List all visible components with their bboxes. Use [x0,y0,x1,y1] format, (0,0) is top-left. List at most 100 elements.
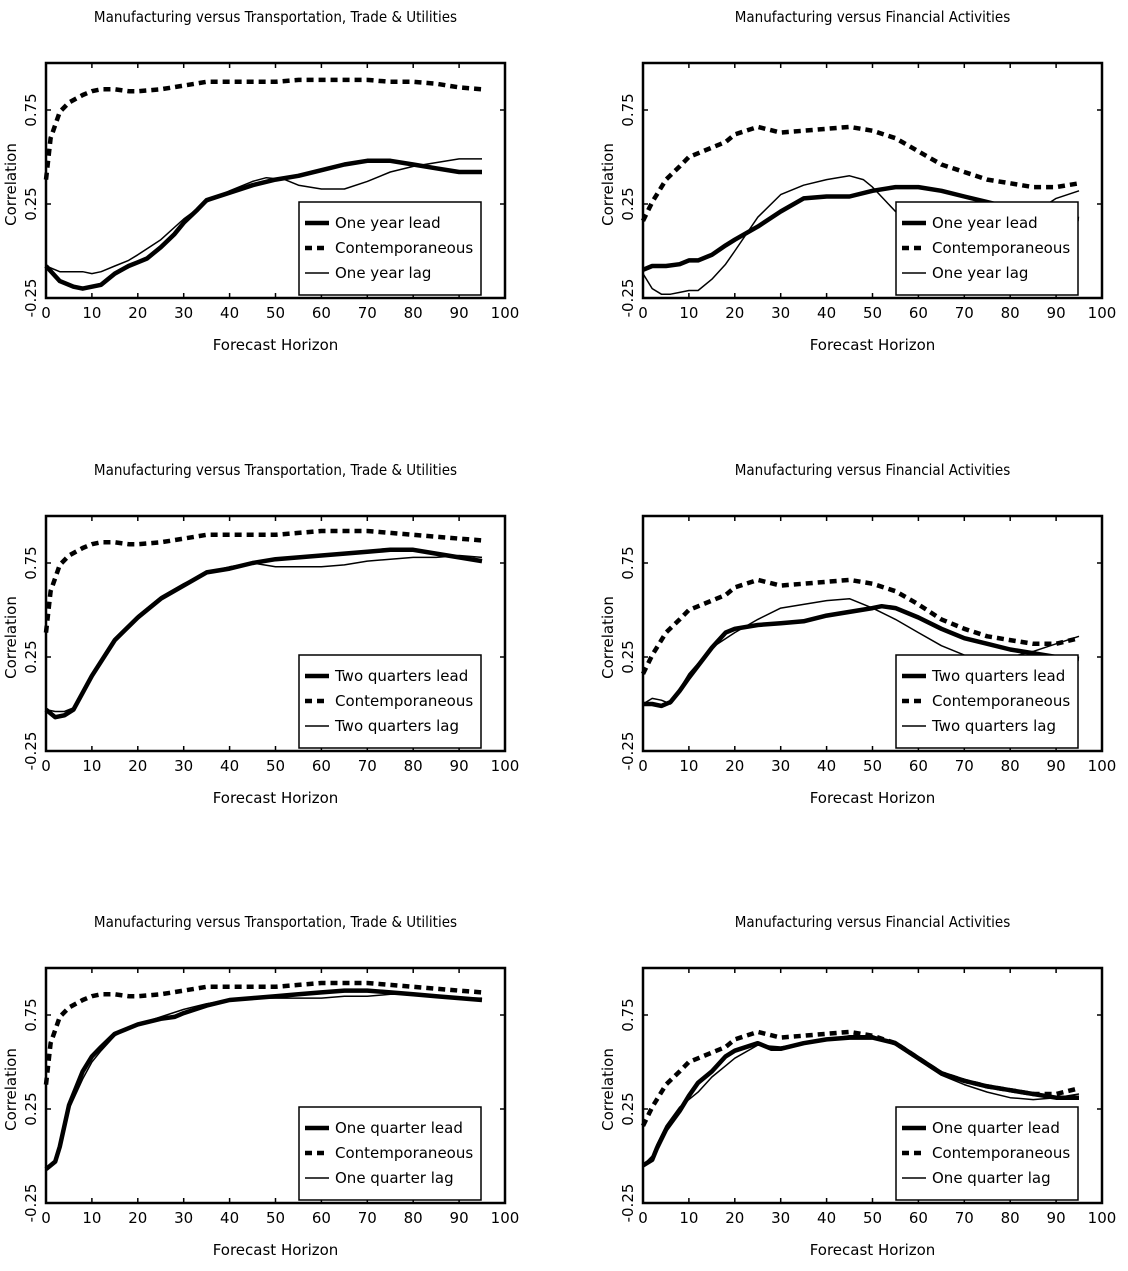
series-line-dashed [640,1029,1080,1127]
legend-label: Contemporaneous [335,1144,473,1162]
x-tick-label: 50 [266,304,285,322]
x-tick-label: 10 [82,304,101,322]
series-line-thin [45,993,482,1170]
y-axis-label: Correlation [599,596,617,679]
y-tick-label: 0.25 [22,640,40,673]
x-tick-label: 0 [638,304,648,322]
x-tick-label: 60 [909,757,928,775]
x-tick-label: 0 [638,757,648,775]
x-tick-label: 30 [771,1209,790,1227]
chart-title: Manufacturing versus Financial Activitie… [735,8,1011,26]
series-line-dashed [43,528,483,633]
x-tick-label: 30 [174,757,193,775]
x-tick-label: 0 [41,757,51,775]
x-tick-label: 70 [955,757,974,775]
x-tick-label: 40 [220,757,239,775]
x-tick-label: 70 [358,304,377,322]
x-tick-label: 100 [1088,304,1117,322]
y-tick-label: -0.25 [619,732,637,771]
y-tick-label: 0.75 [22,998,40,1031]
x-tick-label: 20 [725,1209,744,1227]
y-tick-label: -0.25 [22,279,40,318]
x-tick-label: 10 [82,757,101,775]
legend-label: Two quarters lag [334,717,459,735]
x-tick-label: 100 [1088,1209,1117,1227]
x-tick-label: 70 [358,757,377,775]
x-tick-label: 20 [128,304,147,322]
y-tick-label: 0.25 [619,640,637,673]
x-tick-label: 80 [1001,757,1020,775]
series-line-dashed [640,124,1080,222]
y-axis-label: Correlation [2,1048,20,1131]
legend-box [298,654,482,749]
legend-label: Contemporaneous [335,239,473,257]
legend-label: One year lead [335,214,441,232]
x-tick-label: 40 [220,1209,239,1227]
legend: Two quarters lead Contemporaneous Two quar… [895,654,1079,749]
x-tick-label: 70 [358,1209,377,1227]
series-line-dashed [43,980,483,1085]
x-tick-label: 90 [1047,757,1066,775]
x-tick-label: 40 [817,757,836,775]
x-tick-label: 50 [863,1209,882,1227]
legend-label: Two quarters lag [931,717,1056,735]
x-tick-label: 100 [491,757,520,775]
x-tick-label: 70 [955,304,974,322]
x-tick-label: 50 [863,757,882,775]
y-tick-label: 0.25 [619,1092,637,1125]
x-tick-label: 80 [404,1209,423,1227]
legend-label: Contemporaneous [335,692,473,710]
x-tick-label: 0 [41,304,51,322]
y-tick-label: 0.75 [619,998,637,1031]
y-tick-label: 0.75 [22,546,40,579]
x-tick-label: 10 [82,1209,101,1227]
legend-label: Two quarters lead [334,667,468,685]
x-tick-label: 10 [679,304,698,322]
legend: One year lead Contemporaneous One year lag [298,201,482,296]
x-tick-label: 60 [312,304,331,322]
x-tick-label: 90 [450,1209,469,1227]
y-axis-label: Correlation [2,143,20,226]
x-tick-label: 90 [1047,304,1066,322]
x-tick-label: 80 [404,304,423,322]
y-axis-label: Correlation [599,143,617,226]
x-tick-label: 90 [450,304,469,322]
legend-label: Contemporaneous [932,239,1070,257]
chart-panel: Manufacturing versus Transportation, Tra… [2,8,519,354]
x-tick-label: 90 [1047,1209,1066,1227]
x-axis-label: Forecast Horizon [213,1241,339,1259]
chart-title: Manufacturing versus Financial Activitie… [735,913,1011,931]
x-tick-label: 60 [312,1209,331,1227]
x-tick-label: 20 [725,304,744,322]
x-tick-label: 30 [174,1209,193,1227]
legend-box [895,654,1079,749]
x-axis-label: Forecast Horizon [213,789,339,807]
series-line-thin [45,554,483,713]
y-tick-label: 0.25 [22,187,40,220]
x-tick-label: 40 [220,304,239,322]
legend-box [895,201,1079,296]
y-tick-label: -0.25 [619,279,637,318]
x-tick-label: 0 [41,1209,51,1227]
x-tick-label: 20 [725,757,744,775]
x-tick-label: 60 [312,757,331,775]
series-line-thin [642,1034,1080,1166]
x-tick-label: 90 [450,757,469,775]
legend-label: Contemporaneous [932,1144,1070,1162]
x-tick-label: 80 [404,757,423,775]
legend-label: Two quarters lead [931,667,1065,685]
chart-panel: Manufacturing versus Financial Activitie… [599,8,1116,354]
y-axis-label: Correlation [2,596,20,679]
x-tick-label: 30 [771,757,790,775]
y-tick-label: -0.25 [22,732,40,771]
x-axis-label: Forecast Horizon [810,789,936,807]
y-tick-label: 0.75 [22,93,40,126]
legend-label: One year lag [335,264,431,282]
legend-label: One quarter lead [335,1119,463,1137]
x-tick-label: 60 [909,1209,928,1227]
legend-label: One quarter lag [932,1169,1051,1187]
series-line-dashed [640,577,1080,675]
x-tick-label: 100 [491,304,520,322]
y-tick-label: 0.25 [22,1092,40,1125]
